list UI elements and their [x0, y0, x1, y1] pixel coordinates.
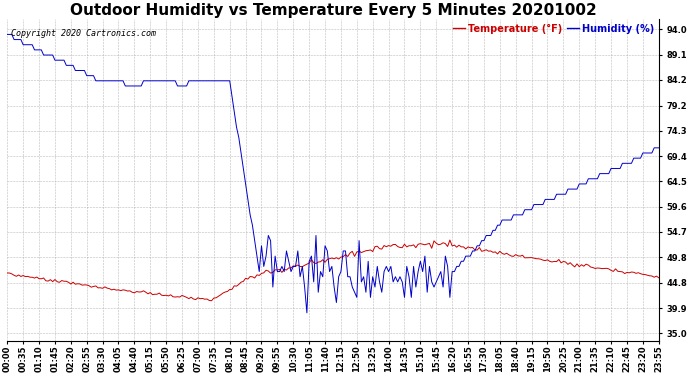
Legend: Temperature (°F), Humidity (%): Temperature (°F), Humidity (%) [453, 24, 654, 34]
Text: Copyright 2020 Cartronics.com: Copyright 2020 Cartronics.com [10, 28, 155, 38]
Title: Outdoor Humidity vs Temperature Every 5 Minutes 20201002: Outdoor Humidity vs Temperature Every 5 … [70, 3, 596, 18]
